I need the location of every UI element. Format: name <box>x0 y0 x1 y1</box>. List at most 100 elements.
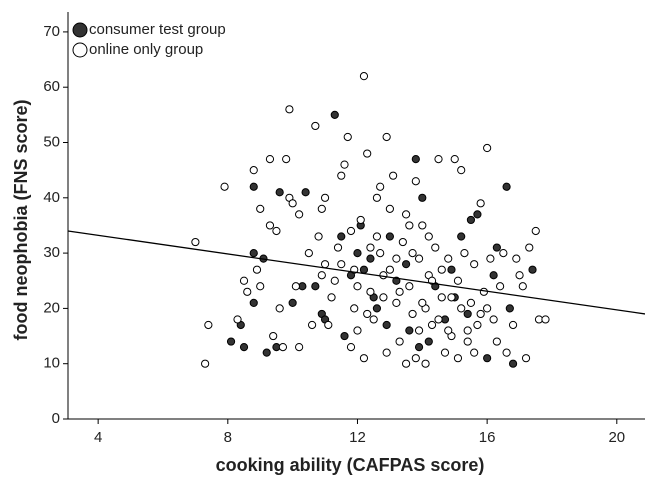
point <box>353 282 362 291</box>
point <box>275 188 284 197</box>
point <box>437 265 446 274</box>
point <box>385 232 394 241</box>
point <box>288 199 297 208</box>
point <box>447 265 456 274</box>
point <box>363 309 372 319</box>
point <box>502 182 511 191</box>
point <box>265 154 275 164</box>
y-tick-label: 50 <box>43 133 60 150</box>
point <box>320 193 330 202</box>
y-tick-label: 30 <box>43 244 60 261</box>
point <box>392 298 401 307</box>
point <box>256 204 265 213</box>
point <box>476 199 485 208</box>
point <box>275 304 284 313</box>
point <box>479 287 488 296</box>
point <box>414 343 424 352</box>
point <box>353 326 362 335</box>
point <box>440 348 450 357</box>
point <box>463 337 472 346</box>
point <box>252 265 262 274</box>
point <box>382 320 391 330</box>
point <box>408 309 417 319</box>
legend-marker <box>72 42 88 58</box>
point <box>457 166 466 175</box>
point <box>489 271 498 280</box>
point <box>249 182 258 191</box>
point <box>463 326 472 335</box>
point <box>476 309 485 319</box>
point <box>311 121 320 131</box>
point <box>376 249 385 258</box>
point <box>304 249 313 258</box>
point <box>385 204 394 213</box>
x-tick-label: 16 <box>479 429 496 446</box>
point <box>337 171 346 180</box>
point <box>424 232 433 241</box>
point <box>421 359 430 368</box>
point <box>291 282 300 291</box>
point <box>486 254 495 263</box>
point <box>424 337 433 346</box>
point <box>265 221 275 230</box>
point <box>346 343 356 352</box>
y-tick-label: 60 <box>43 78 60 95</box>
point <box>340 331 349 341</box>
point <box>353 249 362 258</box>
point <box>226 337 236 346</box>
legend-label: online only group <box>89 41 203 58</box>
point <box>369 315 378 324</box>
point <box>337 232 346 241</box>
point <box>408 249 417 258</box>
point <box>366 287 375 296</box>
point <box>431 243 440 252</box>
point <box>372 193 382 202</box>
point <box>191 237 200 247</box>
point <box>288 298 297 307</box>
point <box>470 348 479 357</box>
point <box>463 309 472 319</box>
point <box>515 271 524 280</box>
y-tick-label: 10 <box>43 355 60 372</box>
point <box>356 215 365 225</box>
point <box>285 105 294 114</box>
point <box>249 249 258 258</box>
point <box>382 348 391 357</box>
point <box>531 226 540 236</box>
point <box>427 320 437 330</box>
point <box>521 354 531 363</box>
point <box>392 254 401 263</box>
point <box>204 320 213 330</box>
y-tick-label: 70 <box>43 23 60 40</box>
point <box>372 304 382 313</box>
x-tick-label: 4 <box>94 429 102 446</box>
point <box>382 132 391 142</box>
point <box>528 265 537 274</box>
point <box>295 210 304 219</box>
point <box>401 260 411 269</box>
point <box>418 298 427 307</box>
point <box>496 282 505 291</box>
point <box>330 110 339 119</box>
legend-marker <box>72 22 88 38</box>
point <box>366 254 375 263</box>
point <box>414 254 424 263</box>
point <box>518 282 527 291</box>
point <box>470 260 479 269</box>
point <box>453 276 463 285</box>
point <box>372 232 382 241</box>
point <box>295 343 304 352</box>
point <box>201 359 210 368</box>
point <box>444 254 453 263</box>
point <box>220 182 229 191</box>
point <box>444 326 453 335</box>
point <box>320 260 330 269</box>
point <box>512 254 521 263</box>
point <box>434 154 443 164</box>
point <box>466 298 476 307</box>
point <box>359 354 369 363</box>
point <box>239 343 249 352</box>
point <box>502 348 511 357</box>
point <box>389 171 398 180</box>
point <box>414 326 424 335</box>
